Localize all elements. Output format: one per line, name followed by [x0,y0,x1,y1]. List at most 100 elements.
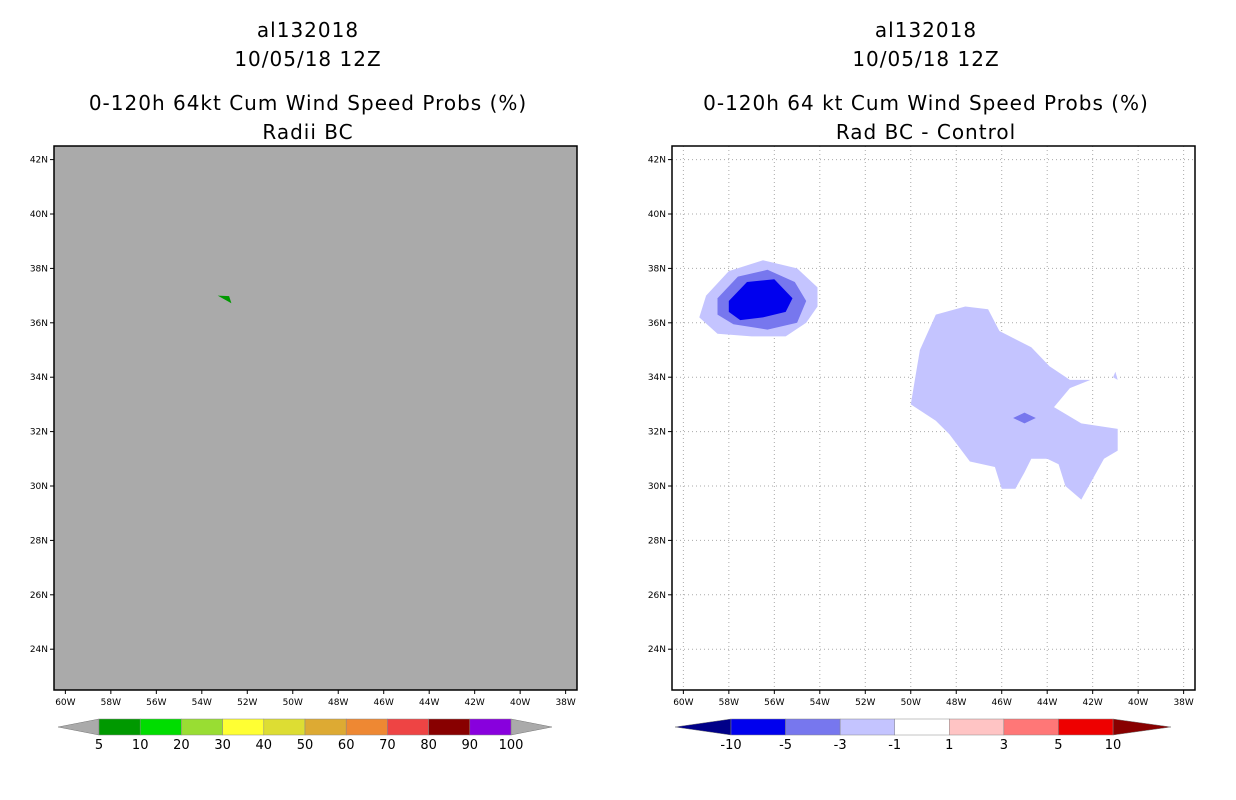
panel2-colorbar-label: 3 [1000,738,1008,753]
right-title-product: 0-120h 64 kt Cum Wind Speed Probs (%) [703,91,1149,115]
panel2-x-tick-label: 48W [946,698,966,708]
panel2-y-tick-label: 32N [648,428,666,438]
panel2-x-tick-label: 38W [1173,698,1193,708]
left-title-date: 10/05/18 12Z [234,47,382,71]
panel1-colorbar-swatch [139,718,182,736]
panel1-y-tick-label: 26N [30,591,48,601]
panel2-colorbar-label: 5 [1054,738,1062,753]
panel1-colorbar-swatch [98,718,141,736]
panel2-y-tick-label: 24N [648,645,666,655]
panel2-colorbar-swatch [785,718,841,736]
panel1-x-tick-label: 48W [328,698,348,708]
panel2-y-tick-label: 38N [648,264,666,274]
panel2-y-tick-label: 34N [648,373,666,383]
panel1-colorbar-over-arrow [510,718,553,736]
panel2-x-tick-label: 44W [1037,698,1057,708]
panel1-y-tick-label: 34N [30,373,48,383]
panel1-colorbar-label: 40 [256,738,273,753]
panel2-x-tick-label: 56W [764,698,784,708]
right-title-date: 10/05/18 12Z [852,47,1000,71]
panel2-y-tick-label: 26N [648,591,666,601]
panel1-x-tick-label: 50W [283,698,303,708]
panel2-x-tick-label: 58W [719,698,739,708]
panel2-x-tick-label: 50W [901,698,921,708]
panel1-colorbar-label: 30 [214,738,231,753]
panel2-x-tick-label: 54W [810,698,830,708]
panel1-colorbar-swatch [345,718,388,736]
panel2-colorbar-label: -10 [720,738,741,753]
panel1-colorbar-label: 60 [338,738,355,753]
panel1-colorbar-label: 100 [499,738,524,753]
panel1-y-tick-label: 28N [30,536,48,546]
panel1-frame [53,145,578,691]
panel2-contour-region [1013,412,1036,424]
panel1-y-tick-label: 42N [30,156,48,166]
right-title-case: al132018 [874,18,978,42]
panel1-colorbar: 5 10 20 30 40 50 60 70 80 90 100 [57,718,553,753]
panel2-x-tick-label: 52W [855,698,875,708]
panel2-colorbar-swatch [1058,718,1114,736]
panel2-y-tick-label: 28N [648,536,666,546]
panel2-x-tick-label: 46W [992,698,1012,708]
panel1-colorbar-swatch [469,718,512,736]
panel1-colorbar-swatch [387,718,429,736]
panel2-colorbar: -10 -5 -3 -1 1 3 5 10 [674,718,1172,753]
panel1-colorbar-label: 20 [173,738,190,753]
panel1-colorbar-label: 90 [462,738,479,753]
panel1-plot-background [54,146,577,690]
panel1-colorbar-swatch [222,718,265,736]
panel2-y-tick-label: 40N [648,210,666,220]
right-title-variant: Rad BC - Control [835,120,1017,144]
panel1-x-tick-label: 54W [192,698,212,708]
panel1-colorbar-label: 80 [420,738,437,753]
left-title-variant: Radii BC [262,120,354,144]
panel2-colorbar-swatch [730,718,786,736]
panel1-x-tick-label: 38W [555,698,575,708]
panel1-plot: 60W 58W 56W 54W 52W 50W 48W 46W 44W 42W 40W 38W 24N 2… [30,145,578,708]
panel1-colorbar-swatch [428,718,471,736]
panel1-y-tick-label: 40N [30,210,48,220]
panel2-contour-region [1113,371,1118,380]
panel1-y-tick-label: 30N [30,482,48,492]
panel2-colorbar-label: -1 [888,738,901,753]
panel1-x-tick-label: 42W [464,698,484,708]
left-title-product: 0-120h 64kt Cum Wind Speed Probs (%) [88,91,528,115]
panel1-colorbar-swatch [263,718,306,736]
panel2-frame [671,145,1196,691]
panel2-colorbar-swatch [949,718,1005,736]
panel1-colorbar-label: 5 [95,738,103,753]
panel1-colorbar-swatch [181,718,223,736]
panel1-x-tick-label: 58W [101,698,121,708]
panel1-x-tick-label: 60W [55,698,75,708]
panel2-y-tick-label: 42N [648,156,666,166]
panel2-contour-region [728,279,793,321]
panel1-y-tick-label: 38N [30,264,48,274]
panel1-x-tick-label: 56W [146,698,166,708]
panel1-y-tick-label: 24N [30,645,48,655]
panel1-x-tick-label: 46W [374,698,394,708]
panel2-plot: 60W 58W 56W 54W 52W 50W 48W 46W 44W 42W 40W 38W 24N 2… [648,145,1196,708]
panel2-colorbar-over-arrow [1112,718,1172,736]
panel1-x-tick-label: 40W [510,698,530,708]
panel1-colorbar-label: 10 [132,738,149,753]
panel2-colorbar-label: -5 [779,738,792,753]
panel2-colorbar-label: -3 [834,738,847,753]
panel1-colorbar-swatch [304,718,347,736]
panel1-colorbar-label: 50 [297,738,314,753]
panel2-x-tick-label: 60W [673,698,693,708]
panel1-y-tick-label: 36N [30,319,48,329]
panel2-x-tick-label: 40W [1128,698,1148,708]
panel2-contour-region [910,306,1118,500]
panel2-y-tick-label: 30N [648,482,666,492]
panel2-colorbar-under-arrow [674,718,732,736]
panel1-colorbar-label: 70 [379,738,396,753]
panel2-colorbar-label: 10 [1105,738,1122,753]
left-title-case: al132018 [256,18,360,42]
panel1-x-tick-label: 52W [237,698,257,708]
panel1-y-tick-label: 32N [30,428,48,438]
panel2-x-tick-label: 42W [1082,698,1102,708]
panel2-colorbar-swatch [894,718,950,736]
panel2-colorbar-label: 1 [945,738,953,753]
panel2-y-tick-label: 36N [648,319,666,329]
